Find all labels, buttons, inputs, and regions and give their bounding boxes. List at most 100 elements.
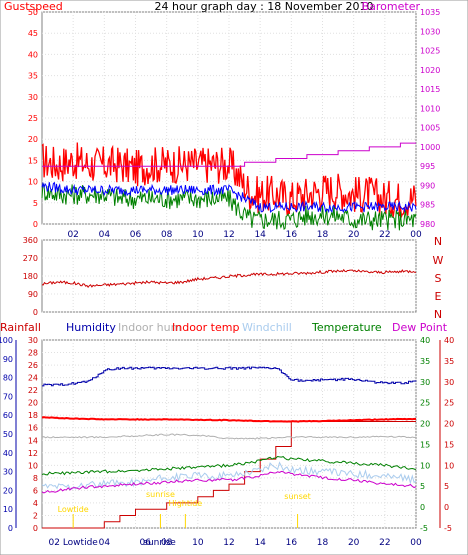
series-line-indoor-temp <box>41 416 417 423</box>
series-line-gustspeed <box>41 142 417 219</box>
series-line-indoor-hum <box>41 433 417 440</box>
temperature-outer-tick-label: -5 <box>444 524 452 533</box>
left-tick-label: 35 <box>28 72 38 81</box>
temperature-outer-tick-label: 20 <box>444 420 454 429</box>
x-tick-label: 20 <box>348 538 360 548</box>
humidity-tick-label: 60 <box>3 411 13 420</box>
x-tick-label: 02 <box>67 230 78 240</box>
left-tick-label: 50 <box>28 8 38 17</box>
barometer-label: Barometer <box>362 0 421 13</box>
temperature-tick-label: 40 <box>420 336 430 345</box>
legend-indoor-temp: Indoor temp <box>172 321 239 334</box>
x-tick-label: 04 <box>99 538 111 548</box>
temperature-outer-tick-label: 35 <box>444 357 454 366</box>
temperature-tick-label: 25 <box>420 399 430 408</box>
rainfall-tick-label: 22 <box>28 386 38 395</box>
rainfall-tick-label: 26 <box>28 361 38 370</box>
panel-direction-series <box>41 268 417 289</box>
humidity-tick-label: 100 <box>0 336 13 345</box>
x-tick-label: 00 <box>410 230 422 240</box>
direction-tick-label: 270 <box>23 254 38 263</box>
temperature-outer-tick-label: 25 <box>444 399 454 408</box>
right-tick-label: 990 <box>420 181 435 190</box>
left-tick-label: 0 <box>33 220 38 229</box>
compass-label: W <box>433 254 444 267</box>
legend-temperature: Temperature <box>311 321 382 334</box>
x-tick-label: 16 <box>286 230 298 240</box>
x-tick-label: 08 <box>161 230 173 240</box>
x-tick-label: 18 <box>317 538 329 548</box>
x-tick-label: 10 <box>192 230 204 240</box>
rainfall-tick-label: 20 <box>28 399 38 408</box>
direction-tick-label: 0 <box>33 308 38 317</box>
right-tick-label: 1005 <box>420 124 440 133</box>
x-tick-label: 04 <box>99 230 111 240</box>
panel-temp-series <box>41 366 417 529</box>
direction-tick-label: 180 <box>23 272 38 281</box>
right-tick-label: 1035 <box>420 8 440 17</box>
compass-label: N <box>434 235 442 248</box>
left-tick-label: 5 <box>33 199 38 208</box>
left-tick-label: 40 <box>28 50 38 59</box>
x-tick-label: 12 <box>223 538 234 548</box>
panel-direction-grid <box>42 239 417 313</box>
direction-tick-label: 360 <box>23 236 38 245</box>
x-tick-label: 10 <box>192 538 204 548</box>
x-tick-label: 12 <box>223 230 234 240</box>
annotation-label: sunset <box>284 492 311 501</box>
compass-label: E <box>435 290 442 303</box>
x-tick-label: 06 <box>130 230 142 240</box>
temperature-outer-tick-label: 5 <box>444 482 449 491</box>
rainfall-tick-label: 6 <box>33 486 38 495</box>
left-tick-label: 20 <box>28 135 38 144</box>
x-tick-label: 02 Lowtide <box>49 538 99 548</box>
panel-wind-ticks: 0510152025303540455098098599099510001005… <box>28 8 441 240</box>
temperature-outer-tick-label: 30 <box>444 378 454 387</box>
compass-label: N <box>434 308 442 321</box>
humidity-tick-label: 10 <box>3 505 13 514</box>
right-tick-label: 995 <box>420 162 435 171</box>
legend-humidity: Humidity <box>66 321 116 334</box>
temperature-tick-label: -5 <box>420 524 428 533</box>
series-line-wind-2 <box>41 181 417 214</box>
humidity-tick-label: 80 <box>3 374 13 383</box>
x-tick-label: 08 <box>161 538 173 548</box>
x-tick-sunrise: sunrise <box>143 538 176 548</box>
left-tick-label: 45 <box>28 29 38 38</box>
humidity-tick-label: 40 <box>3 449 13 458</box>
temperature-tick-label: 15 <box>420 440 430 449</box>
series-line-temperature <box>41 455 417 476</box>
rainfall-tick-label: 4 <box>33 499 38 508</box>
x-tick-label: 18 <box>317 230 329 240</box>
rainfall-tick-label: 8 <box>33 474 38 483</box>
right-tick-label: 1000 <box>420 143 440 152</box>
right-tick-label: 1020 <box>420 66 440 75</box>
rainfall-tick-label: 16 <box>28 424 38 433</box>
temperature-outer-tick-label: 40 <box>444 336 454 345</box>
x-tick-label: 14 <box>254 538 266 548</box>
panel-wind-series <box>41 142 417 231</box>
series-line-dew-point <box>41 470 417 494</box>
series-line-wind-1 <box>41 183 417 231</box>
rainfall-tick-label: 0 <box>33 524 38 533</box>
humidity-tick-label: 50 <box>3 430 13 439</box>
chart-title: 24 hour graph day : 18 November 2010 <box>154 0 373 13</box>
x-tick-label: 16 <box>286 538 298 548</box>
temperature-tick-label: 10 <box>420 461 430 470</box>
humidity-tick-label: 20 <box>3 486 13 495</box>
legend-indoor-hum: Indoor hum <box>118 321 181 334</box>
humidity-tick-label: 0 <box>8 524 13 533</box>
series-line-windchill <box>41 461 417 490</box>
x-tick-label: 22 <box>379 230 390 240</box>
rainfall-tick-label: 30 <box>28 336 38 345</box>
x-tick-label: 00 <box>410 538 422 548</box>
temperature-tick-label: 0 <box>420 503 425 512</box>
temperature-outer-tick-label: 10 <box>444 461 454 470</box>
rainfall-tick-label: 2 <box>33 511 38 520</box>
left-tick-label: 25 <box>28 114 38 123</box>
temperature-tick-label: 35 <box>420 357 430 366</box>
annotation-label: Lowtide <box>58 505 89 514</box>
temperature-outer-tick-label: 0 <box>444 503 449 512</box>
temperature-tick-label: 5 <box>420 482 425 491</box>
